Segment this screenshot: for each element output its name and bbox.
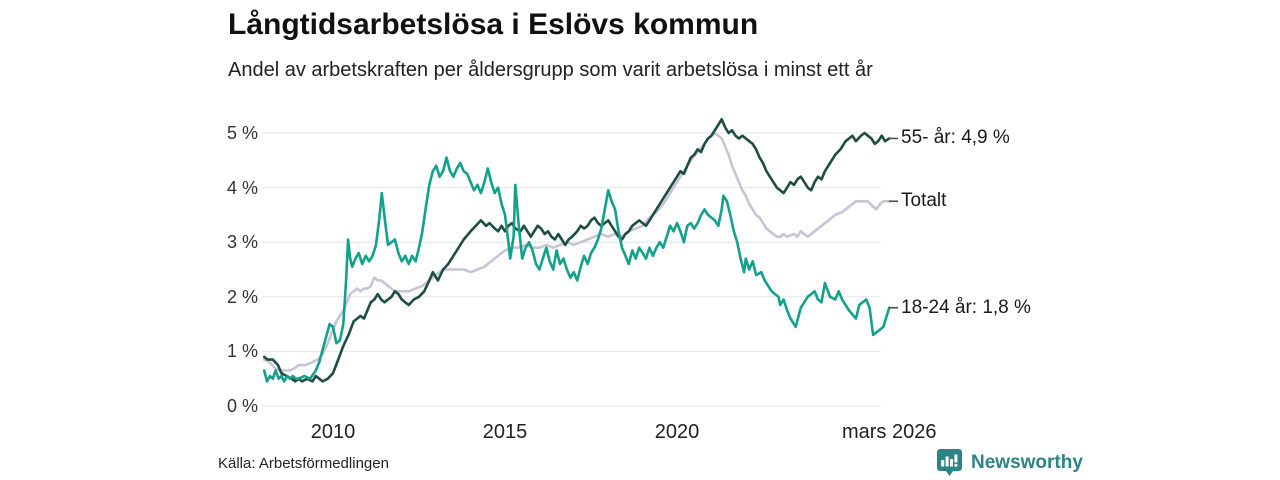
page-subtitle: Andel av arbetskraften per åldersgrupp s… — [228, 59, 873, 81]
y-tick-label: 5 % — [226, 123, 258, 143]
x-tick-label: mars 2026 — [841, 421, 937, 443]
series-line-55-r — [262, 118, 891, 383]
brand-lockup: Newsworthy — [936, 448, 1083, 477]
y-tick-label: 4 % — [226, 177, 258, 198]
series-end-label: 55- år: 4,9 % — [901, 127, 1010, 149]
page-title: Långtidsarbetslösa i Eslövs kommun — [228, 8, 759, 41]
series-line-totalt — [262, 131, 891, 372]
series-end-label: Totalt — [901, 190, 947, 212]
y-tick-label: 3 % — [226, 232, 258, 253]
x-tick-label: 2020 — [654, 421, 700, 443]
y-tick-label: 0 % — [226, 396, 258, 416]
brand-name: Newsworthy — [971, 451, 1083, 473]
x-tick-label: 2010 — [310, 421, 356, 443]
series-end-label: 18-24 år: 1,8 % — [901, 296, 1031, 318]
series-line-18-24-r — [262, 156, 891, 383]
newsworthy-logo-icon — [937, 449, 962, 476]
y-tick-label: 1 % — [226, 341, 258, 362]
source-note: Källa: Arbetsförmedlingen — [218, 455, 389, 472]
x-tick-label: 2015 — [482, 421, 528, 443]
y-tick-label: 2 % — [226, 286, 258, 307]
